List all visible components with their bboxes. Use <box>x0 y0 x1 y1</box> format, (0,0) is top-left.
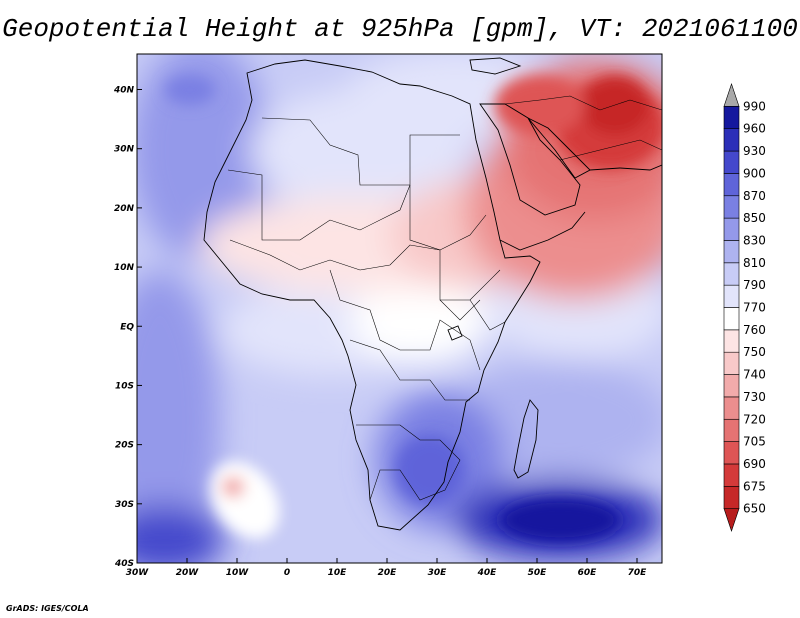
border-congo <box>349 339 470 401</box>
x-tick-label: 0 <box>284 568 290 578</box>
x-tick-label: 30E <box>428 568 448 578</box>
x-tick-label: 20E <box>378 568 398 578</box>
black-sea <box>469 57 522 75</box>
y-tick-label: 30S <box>115 500 134 510</box>
colorbar-swatch <box>723 463 740 487</box>
x-tick-label: 60E <box>578 568 598 578</box>
arabia-south <box>499 211 586 251</box>
y-tick-label: 40S <box>114 559 134 569</box>
colorbar-swatch <box>723 329 740 353</box>
colorbar-label: 750 <box>743 345 766 359</box>
colorbar-label: 990 <box>743 99 766 113</box>
field-iraq-low <box>495 75 585 135</box>
field-west-south-atlantic <box>137 270 220 563</box>
y-tick-label: 20S <box>115 441 134 451</box>
field-sw-indian-core <box>500 498 620 542</box>
colorbar-label: 675 <box>743 479 766 493</box>
colorbar-swatch <box>723 307 740 331</box>
colorbar-label: 770 <box>743 301 766 315</box>
colorbar-upper-arrow <box>723 83 740 107</box>
x-tick-label: 70E <box>628 568 648 578</box>
colorbar-swatch <box>723 128 740 152</box>
colorbar-label: 850 <box>743 211 766 225</box>
x-tick-label: 50E <box>528 568 548 578</box>
colorbar-swatch <box>723 351 740 375</box>
iran-coast <box>589 164 662 171</box>
colorbar-swatch <box>723 195 740 219</box>
colorbar-lower-arrow <box>723 508 740 532</box>
border-nile <box>409 185 501 301</box>
coastlines <box>203 57 662 531</box>
africa-coastline <box>203 59 541 531</box>
colorbar-swatch <box>723 262 740 286</box>
colorbar-swatch <box>723 374 740 398</box>
colorbar-label: 705 <box>743 435 766 449</box>
field-island-core <box>227 482 239 492</box>
x-tick-label: 40E <box>477 568 498 578</box>
colorbar-label: 810 <box>743 256 766 270</box>
colorbar-swatch <box>723 485 740 509</box>
y-tick-label: 20N <box>114 204 135 214</box>
arabia-coastline <box>479 103 581 216</box>
x-tick-label: 10E <box>328 568 348 578</box>
border-sahara <box>227 169 411 241</box>
x-tick-label: 10W <box>226 568 250 578</box>
colorbar-label: 900 <box>743 166 766 180</box>
colorbar-label: 650 <box>743 502 766 516</box>
colorbar-swatch <box>723 240 740 264</box>
border-east <box>439 299 506 331</box>
colorbar-swatch <box>723 173 740 197</box>
colorbar-label: 790 <box>743 278 766 292</box>
colorbar-swatch <box>723 396 740 420</box>
colorbar: 650 675 690 705 720 730 740 750 760 770 790 810 830 8… <box>723 83 766 532</box>
colorbar-swatch <box>723 441 740 465</box>
grads-credit: GrADS: IGES/COLA <box>6 604 89 613</box>
border-central <box>329 269 481 371</box>
x-tick-label: 20W <box>176 568 200 578</box>
y-tick-label: 30N <box>114 145 135 155</box>
madagascar <box>513 399 539 479</box>
y-tick-label: 10N <box>114 263 135 273</box>
x-axis: 30W 20W 10W 0 10E 20E 30E 40E 50E 60E 70E <box>126 558 647 578</box>
colorbar-swatch <box>723 150 740 174</box>
colorbar-label: 740 <box>743 368 766 382</box>
colorbar-label: 830 <box>743 233 766 247</box>
plot-frame <box>136 53 663 564</box>
x-tick-label: 30W <box>126 568 150 578</box>
y-tick-label: 10S <box>115 381 134 391</box>
field-north-atlantic <box>137 54 270 260</box>
colorbar-label: 930 <box>743 144 766 158</box>
field-south-atlantic-high <box>137 505 225 563</box>
lake-victoria <box>447 325 463 341</box>
map-field <box>137 54 662 563</box>
colorbar-swatch <box>723 106 740 129</box>
colorbar-label: 690 <box>743 457 766 471</box>
colorbar-label: 730 <box>743 390 766 404</box>
border-sahel <box>229 214 487 271</box>
colorbar-label: 960 <box>743 122 766 136</box>
y-tick-label: EQ <box>120 322 134 332</box>
colorbar-label: 720 <box>743 412 766 426</box>
colorbar-label: 870 <box>743 189 766 203</box>
country-borders <box>227 95 662 501</box>
field-north-atlantic-core <box>165 75 215 105</box>
chart-title: Geopotential Height at 925hPa [gpm], VT:… <box>2 14 798 44</box>
y-tick-label: 40N <box>113 86 135 96</box>
colorbar-swatch <box>723 418 740 442</box>
colorbar-swatch <box>723 284 740 308</box>
border-maghreb <box>261 117 460 186</box>
field-kalahari <box>395 435 465 505</box>
border-southern <box>356 424 461 501</box>
colorbar-swatch <box>723 217 740 241</box>
y-axis: 40N 30N 20N 10N EQ 10S 20S 30S 40S <box>113 86 142 569</box>
border-mideast <box>504 95 662 161</box>
colorbar-label: 760 <box>743 323 766 337</box>
